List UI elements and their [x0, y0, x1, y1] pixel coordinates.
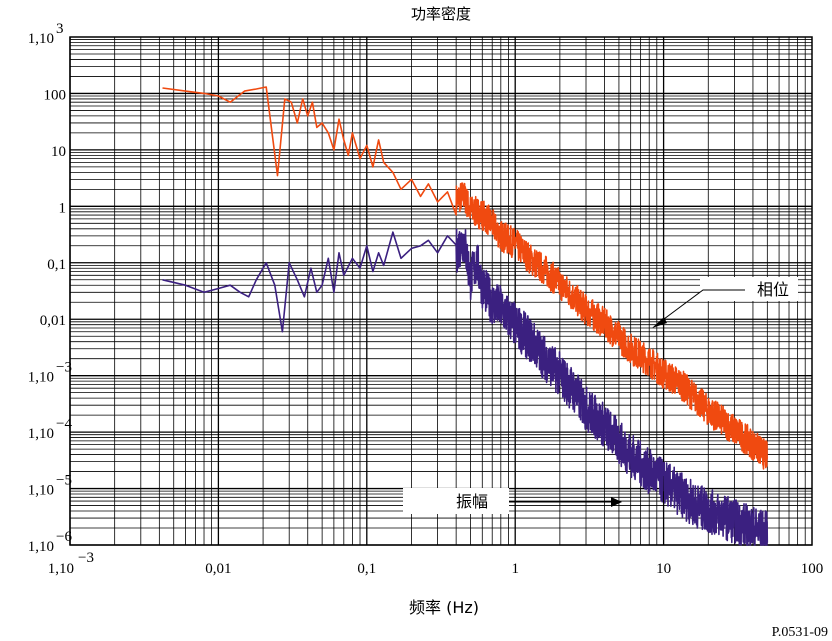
y-tick-label: 1,10 — [28, 539, 54, 555]
series-line-amplitude — [162, 228, 769, 546]
x-tick-label: 1,10 — [48, 561, 74, 577]
series-layer — [162, 86, 769, 546]
y-tick-labels: 1,1031001010,10,011,10−31,10−41,10−51,10… — [28, 21, 73, 555]
y-tick-exponent: −3 — [56, 360, 72, 376]
x-tick-label: 10 — [656, 561, 671, 577]
plot-frame — [69, 36, 813, 546]
amplitude-annotation-arrow — [611, 497, 622, 507]
y-tick-label: 1,10 — [28, 31, 54, 47]
x-tick-label: 100 — [801, 561, 824, 577]
y-tick-label: 1 — [59, 200, 67, 216]
grid — [69, 37, 812, 546]
y-tick-exponent: 3 — [56, 21, 64, 37]
y-tick-label: 10 — [51, 144, 66, 160]
figure-id: P.0531-09 — [772, 625, 828, 640]
y-tick-exponent: −4 — [56, 416, 72, 432]
phase-annotation-label: 相位 — [757, 280, 789, 299]
y-tick-label: 0,01 — [40, 313, 66, 329]
amplitude-annotation-box — [403, 488, 509, 514]
phase-annotation-arrow — [652, 317, 667, 328]
series-line-phase — [162, 86, 769, 470]
plot-border — [69, 36, 813, 546]
chart-title: 功率密度 — [411, 5, 471, 23]
y-tick-label: 1,10 — [28, 370, 54, 386]
x-tick-label: 0,1 — [357, 561, 376, 577]
y-tick-label: 1,10 — [28, 426, 54, 442]
y-tick-label: 1,10 — [28, 483, 54, 499]
y-tick-exponent: −5 — [56, 473, 72, 489]
y-tick-label: 100 — [44, 87, 67, 103]
y-tick-exponent: −6 — [56, 529, 72, 545]
phase-annotation-leader — [659, 289, 745, 323]
x-tick-label: 1 — [511, 561, 519, 577]
amplitude-annotation-label: 振幅 — [456, 492, 488, 511]
x-axis-label: 频率 (Hz) — [409, 598, 479, 617]
phase-annotation-box — [700, 277, 798, 301]
y-tick-label: 0,1 — [47, 257, 66, 273]
x-tick-exponent: −3 — [78, 550, 94, 566]
x-tick-label: 0,01 — [205, 561, 231, 577]
x-tick-labels: 1,10−3 0,01 0,1 1 10 100 — [48, 550, 824, 577]
